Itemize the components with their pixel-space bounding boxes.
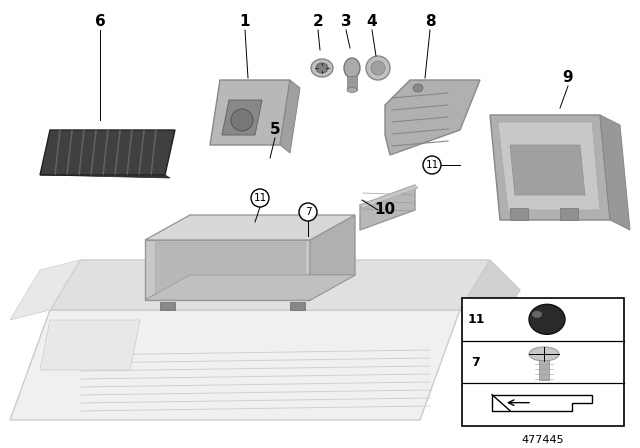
Polygon shape <box>145 215 355 240</box>
Polygon shape <box>40 320 140 370</box>
Ellipse shape <box>344 58 360 78</box>
Polygon shape <box>145 275 355 300</box>
Ellipse shape <box>529 347 559 361</box>
Text: 7: 7 <box>305 207 311 217</box>
Text: 6: 6 <box>95 14 106 30</box>
Polygon shape <box>510 145 585 195</box>
Polygon shape <box>40 175 170 178</box>
Ellipse shape <box>231 109 253 131</box>
Ellipse shape <box>316 63 328 73</box>
Text: 8: 8 <box>425 14 435 30</box>
Text: 11: 11 <box>253 193 267 203</box>
Circle shape <box>371 61 385 75</box>
Polygon shape <box>290 302 305 310</box>
Circle shape <box>423 156 441 174</box>
Polygon shape <box>145 275 355 300</box>
Bar <box>539 360 549 380</box>
Text: 5: 5 <box>269 122 280 138</box>
Polygon shape <box>498 122 600 210</box>
Circle shape <box>299 203 317 221</box>
Circle shape <box>366 56 390 80</box>
Polygon shape <box>145 240 310 300</box>
Text: 2: 2 <box>312 14 323 30</box>
Polygon shape <box>155 242 305 298</box>
Ellipse shape <box>532 311 542 318</box>
Text: 1: 1 <box>240 14 250 30</box>
Polygon shape <box>310 215 355 300</box>
Polygon shape <box>360 185 418 208</box>
Polygon shape <box>40 130 175 175</box>
Text: 11: 11 <box>467 313 484 326</box>
Text: 3: 3 <box>340 14 351 30</box>
Text: 4: 4 <box>367 14 378 30</box>
Circle shape <box>251 189 269 207</box>
Polygon shape <box>222 100 262 135</box>
Polygon shape <box>560 208 578 220</box>
Text: 9: 9 <box>563 70 573 86</box>
Text: 11: 11 <box>426 160 438 170</box>
Polygon shape <box>490 115 610 220</box>
Polygon shape <box>600 115 630 230</box>
Polygon shape <box>160 302 175 310</box>
Polygon shape <box>347 76 357 90</box>
Polygon shape <box>210 80 290 145</box>
Polygon shape <box>280 80 300 153</box>
Polygon shape <box>10 260 80 320</box>
Polygon shape <box>492 395 592 411</box>
Text: 7: 7 <box>472 356 481 369</box>
Bar <box>462 298 624 426</box>
Ellipse shape <box>347 87 357 92</box>
Polygon shape <box>385 80 480 155</box>
Polygon shape <box>510 208 528 220</box>
Polygon shape <box>360 185 415 230</box>
Text: 477445: 477445 <box>522 435 564 445</box>
Text: 10: 10 <box>374 202 396 217</box>
Ellipse shape <box>311 59 333 77</box>
Polygon shape <box>460 260 520 340</box>
Ellipse shape <box>529 304 565 334</box>
Polygon shape <box>10 310 460 420</box>
Polygon shape <box>50 260 490 310</box>
Ellipse shape <box>413 84 423 92</box>
